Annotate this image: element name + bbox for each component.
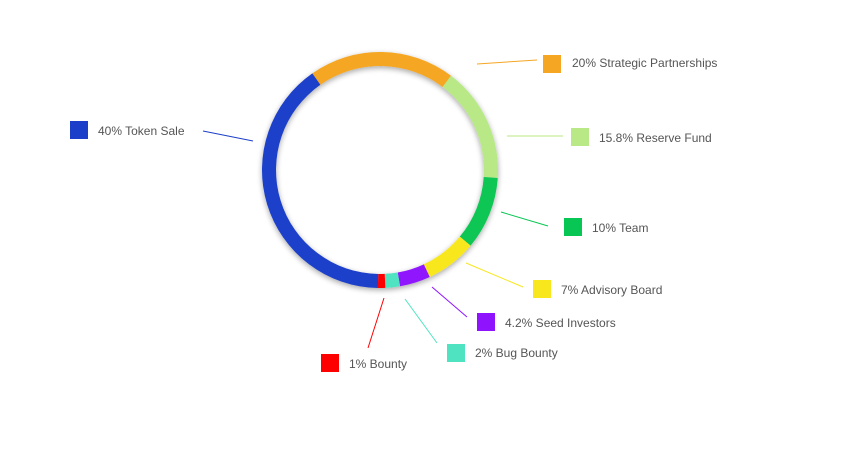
donut-ring — [262, 52, 498, 288]
legend-label: 1% Bounty — [349, 357, 407, 371]
legend-label: 20% Strategic Partnerships — [572, 56, 717, 70]
leader-line — [431, 286, 468, 318]
leader-line — [404, 298, 438, 344]
leader-lines — [202, 59, 563, 349]
donut-slice — [312, 52, 452, 87]
legend-swatch — [543, 55, 561, 73]
donut-slice — [377, 273, 386, 288]
legend-label: 4.2% Seed Investors — [505, 316, 616, 330]
legend-swatch — [533, 280, 551, 298]
donut-slice — [397, 264, 430, 287]
leader-line — [465, 262, 524, 288]
legend-swatch — [447, 344, 465, 362]
leader-line — [500, 211, 549, 227]
legend-swatch — [70, 121, 88, 139]
legend-label: 2% Bug Bounty — [475, 346, 558, 360]
legend-swatch — [321, 354, 339, 372]
donut-slice — [459, 177, 498, 246]
legend: 20% Strategic Partnerships 15.8% Reserve … — [70, 55, 717, 372]
leader-line — [476, 59, 538, 65]
leader-line — [202, 130, 254, 142]
legend-label: 7% Advisory Board — [561, 283, 662, 297]
donut-slice — [442, 75, 498, 178]
legend-swatch — [477, 313, 495, 331]
legend-label: 15.8% Reserve Fund — [599, 131, 712, 145]
legend-swatch — [571, 128, 589, 146]
leader-line — [367, 297, 385, 349]
donut-slice — [384, 272, 401, 288]
donut-slice — [423, 236, 471, 278]
legend-label: 10% Team — [592, 221, 648, 235]
legend-swatch — [564, 218, 582, 236]
donut-slice — [262, 73, 379, 288]
legend-label: 40% Token Sale — [98, 124, 185, 138]
